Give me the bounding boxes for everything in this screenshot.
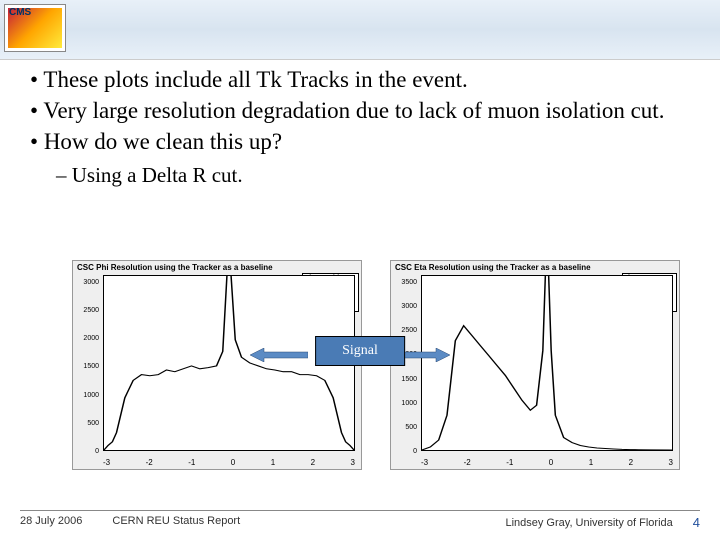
bullet-item: How do we clean this up? [30,128,700,157]
bullet-list: These plots include all Tk Tracks in the… [30,66,700,189]
histogram-svg [422,276,672,450]
x-axis-ticks: -3-2-10123 [103,458,355,467]
charts-row: CSC Phi Resolution using the Tracker as … [62,260,690,480]
bullet-item: Very large resolution degradation due to… [30,97,700,126]
footer-center: CERN REU Status Report [112,515,240,530]
signal-label-box: Signal [315,336,405,366]
page-number: 4 [693,515,700,530]
chart-eta-resolution: CSC Eta Resolution using the Tracker as … [390,260,680,470]
x-axis-ticks: -3-2-10123 [421,458,673,467]
bullet-item: These plots include all Tk Tracks in the… [30,66,700,95]
header-band [0,0,720,60]
y-axis-ticks: 050010001500200025003000 [73,275,101,451]
cms-logo-text: CMS [9,7,31,18]
arrow-left-icon [250,348,308,362]
plot-area [421,275,673,451]
sub-bullet: Using a Delta R cut. [56,162,700,188]
footer-date: 28 July 2006 [20,515,82,530]
footer-author: Lindsey Gray, University of Florida [505,517,672,529]
cms-logo: CMS [4,4,66,52]
footer: 28 July 2006 CERN REU Status Report Lind… [20,510,700,530]
